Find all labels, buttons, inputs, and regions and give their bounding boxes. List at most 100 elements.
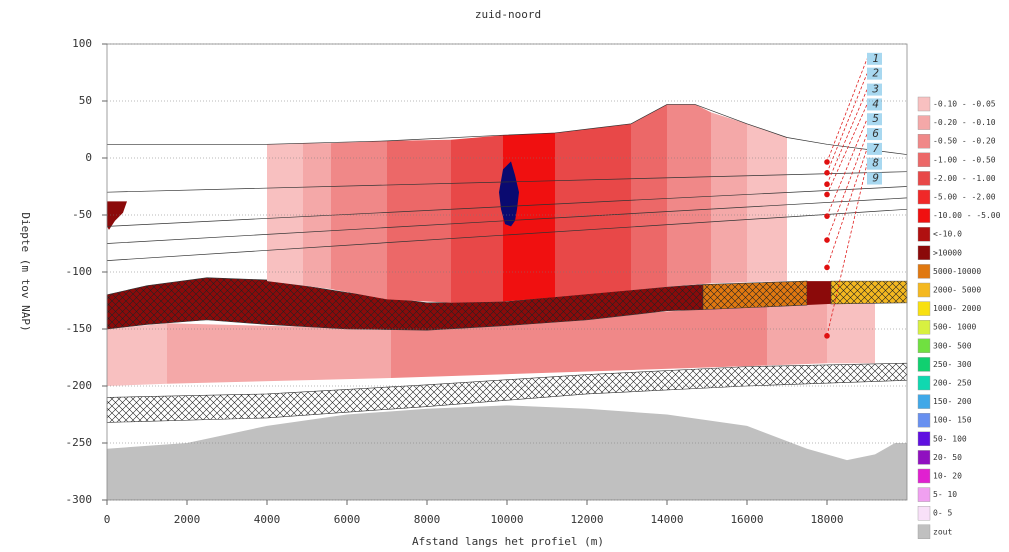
zone [451,135,503,303]
legend-label: 5- 10 [933,490,957,499]
legend-swatch [917,524,931,539]
chart-title: zuid-noord [475,8,541,21]
sample-point [824,333,830,339]
borehole-box [867,98,882,111]
layer-line [106,186,908,227]
legend-label: -10.00 - -5.00 [933,211,1001,220]
y-tick-label: -300 [66,493,93,506]
legend-swatch [917,96,931,112]
borehole-box [867,128,882,141]
legend-swatch [917,301,931,316]
legend-label: -1.00 - -0.50 [933,155,996,164]
zone [107,323,167,386]
legend-label: -2.00 - -1.00 [933,174,996,183]
x-tick-label: 4000 [254,513,281,526]
zone [667,104,711,287]
y-tick-label: -200 [66,379,93,392]
legend-label: >10000 [933,248,962,257]
legend-swatch [917,208,931,223]
legend-swatch [917,431,931,446]
borehole-label: 4 [872,97,879,110]
borehole-label: 2 [872,67,879,80]
zone [747,123,787,283]
sample-point [824,213,830,219]
y-tick-label: -150 [66,322,93,335]
x-tick-label: 12000 [570,513,603,526]
legend-label: 150- 200 [933,397,972,406]
legend-swatch [917,338,931,353]
legend-label: 5000-10000 [933,267,981,276]
zone-hatch [830,280,908,305]
sample-point [824,170,830,176]
x-tick-label: 6000 [334,513,361,526]
borehole-label: 9 [872,172,879,185]
borehole-label: 3 [871,83,879,96]
legend-label: 200- 250 [933,379,972,388]
zone [711,112,747,284]
layer-line [106,171,908,193]
sample-point [824,191,830,198]
borehole-label: 5 [872,112,879,125]
legend-swatch [917,152,931,168]
layer-line [107,104,908,155]
y-tick-label: 100 [72,37,92,50]
legend-label: 250- 300 [933,360,972,369]
borehole-box [867,67,882,80]
legend-swatch [917,226,931,242]
sample-link [826,104,868,195]
borehole-label: 6 [872,127,879,140]
sample-link [826,148,868,268]
zone [503,132,555,302]
sample-link [826,58,868,163]
legend-label: 500- 1000 [933,323,977,332]
legend-swatch [917,264,931,279]
sample-link [826,119,868,217]
legend-label: 2000- 5000 [933,286,981,295]
legend-swatch [917,450,931,465]
x-tick-label: 18000 [810,513,843,526]
legend-swatch [917,357,931,372]
legend-label: 0- 5 [933,509,952,518]
legend-swatch [917,413,931,428]
legend-label: <-10.0 [933,230,962,239]
zone [555,123,631,298]
legend-swatch [917,189,931,205]
legend-label: -0.50 - -0.20 [933,137,996,146]
sample-link [826,73,868,173]
borehole-box [867,142,882,155]
x-tick-label: 16000 [730,513,763,526]
zone [267,143,303,286]
legend-swatch [917,394,931,409]
borehole-box [867,172,882,185]
zone [107,405,907,500]
y-tick-label: 0 [85,151,92,164]
y-axis-label: Diepte (m tov NAP) [19,212,32,331]
borehole-box [867,157,882,170]
legend-swatch [917,468,931,484]
zone [167,323,391,384]
x-tick-label: 14000 [650,513,683,526]
layer-line [106,197,908,244]
legend-label: -0.10 - -0.05 [933,100,996,109]
sample-link [826,163,868,336]
zone [631,104,667,291]
legend-swatch [917,487,931,502]
sample-point [824,159,830,165]
x-tick-label: 10000 [490,513,523,526]
zone [807,281,831,306]
borehole-label: 7 [872,142,879,155]
zone [827,302,875,364]
legend-label: -0.20 - -0.10 [933,118,996,127]
layer-line [106,208,908,261]
y-tick-label: -50 [72,208,92,221]
zone [767,303,827,366]
legend-swatch [917,320,931,335]
legend-swatch [917,245,931,261]
legend-label: 100- 150 [933,416,972,425]
sample-link [826,89,868,185]
x-tick-label: 2000 [174,513,201,526]
legend-label: 20- 50 [933,453,962,462]
borehole-box [867,52,882,65]
zone [331,140,387,300]
